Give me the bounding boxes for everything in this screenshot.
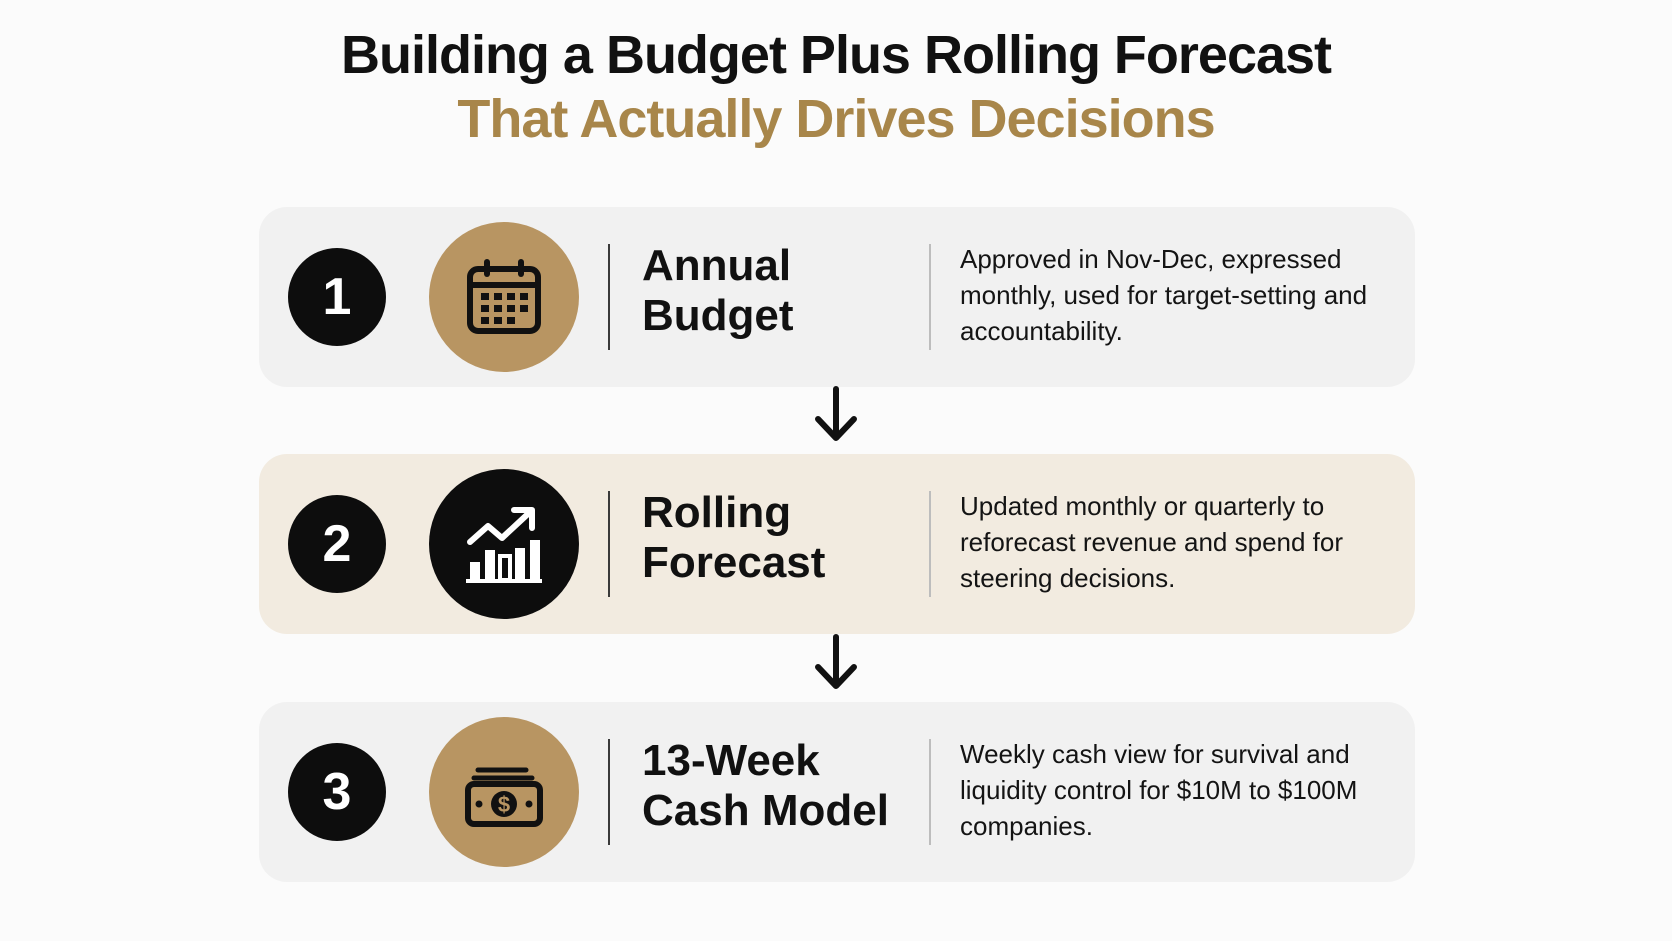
divider xyxy=(608,491,610,597)
arrow-down-icon xyxy=(815,634,857,689)
step-label-line-2: Forecast xyxy=(642,538,826,587)
step-description: Approved in Nov-Dec, expressed monthly, … xyxy=(960,244,1368,346)
divider xyxy=(608,739,610,845)
divider xyxy=(608,244,610,350)
growth-chart-icon-badge xyxy=(429,469,579,619)
cash-stack-icon-badge: $ xyxy=(429,717,579,867)
growth-chart-icon xyxy=(466,507,542,583)
title-line-1: Building a Budget Plus Rolling Forecast xyxy=(340,25,1332,85)
step-number-2: 2 xyxy=(288,495,386,593)
calendar-icon-badge xyxy=(429,222,579,372)
step-label-line-1: Annual xyxy=(642,241,792,290)
step-label: 13-Week Cash Model xyxy=(642,736,912,836)
cash-stack-icon: $ xyxy=(465,767,543,827)
title-line-2: That Actually Drives Decisions xyxy=(457,89,1215,149)
divider xyxy=(929,491,931,597)
step-number-3: 3 xyxy=(288,743,386,841)
step-label: Rolling Forecast xyxy=(642,488,912,588)
step-label-line-2: Budget xyxy=(642,291,794,340)
step-label: Annual Budget xyxy=(642,241,912,341)
step-label-line-2: Cash Model xyxy=(642,786,889,835)
step-description: Updated monthly or quarterly to reforeca… xyxy=(960,491,1344,593)
step-card-annual-budget: 1 Annual Budget Approved in Nov-Dec, exp… xyxy=(259,207,1415,387)
step-number-1: 1 xyxy=(288,248,386,346)
svg-text:$: $ xyxy=(498,792,510,817)
divider xyxy=(929,244,931,350)
arrow-down-icon xyxy=(815,386,857,441)
calendar-icon xyxy=(467,259,541,334)
step-label-line-1: Rolling xyxy=(642,488,792,537)
step-card-13-week-cash-model: 3 $ 13-Week Cash Model Weekly cash view … xyxy=(259,702,1415,882)
divider xyxy=(929,739,931,845)
step-card-rolling-forecast: 2 Rolling Forecast Updated monthly or qu… xyxy=(259,454,1415,634)
step-label-line-1: 13-Week xyxy=(642,736,820,785)
step-description: Weekly cash view for survival and liquid… xyxy=(960,739,1358,841)
